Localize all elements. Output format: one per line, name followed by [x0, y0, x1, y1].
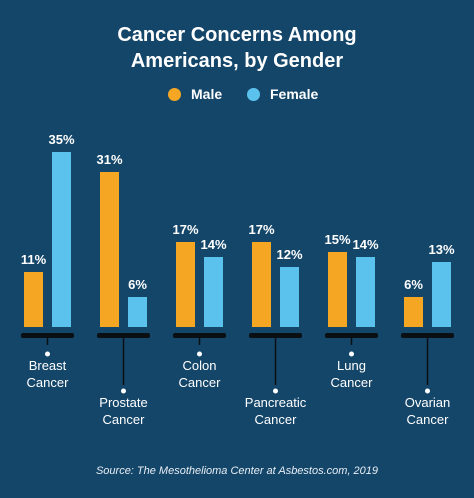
bar-male-ovarian-cancer — [404, 297, 423, 327]
bar-male-prostate-cancer — [100, 172, 119, 327]
data-label-female-breast-cancer: 35% — [48, 132, 74, 147]
category-label-colon-cancer-line-2: Cancer — [179, 375, 222, 390]
data-label-female-pancreatic-cancer: 12% — [276, 247, 302, 262]
data-label-female-colon-cancer: 14% — [200, 237, 226, 252]
bar-male-breast-cancer — [24, 272, 43, 327]
bar-female-breast-cancer — [52, 152, 71, 327]
dot-lung-cancer — [349, 351, 354, 357]
data-label-female-prostate-cancer: 6% — [128, 277, 147, 292]
data-label-male-breast-cancer: 11% — [21, 252, 47, 267]
bar-male-colon-cancer — [176, 242, 195, 327]
dot-ovarian-cancer — [425, 388, 430, 394]
bar-female-colon-cancer — [204, 257, 223, 327]
category-label-breast-cancer-line-1: Breast — [29, 358, 67, 373]
source-note: Source: The Mesothelioma Center at Asbes… — [95, 465, 379, 477]
data-label-male-pancreatic-cancer: 17% — [248, 222, 274, 237]
legend-label-female: Female — [270, 86, 319, 102]
bar-female-ovarian-cancer — [432, 262, 451, 327]
bar-female-prostate-cancer — [128, 297, 147, 327]
bar-female-lung-cancer — [356, 257, 375, 327]
baseline-breast-cancer — [21, 333, 74, 338]
baseline-colon-cancer — [173, 333, 226, 338]
legend-item-male: Male — [168, 86, 222, 102]
category-label-pancreatic-cancer-line-1: Pancreatic — [245, 395, 307, 410]
bar-female-pancreatic-cancer — [280, 267, 299, 327]
data-label-male-lung-cancer: 15% — [324, 232, 350, 247]
legend: Male Female — [0, 86, 474, 106]
dot-pancreatic-cancer — [273, 388, 278, 394]
dot-breast-cancer — [45, 351, 50, 357]
category-label-breast-cancer-line-2: Cancer — [27, 375, 70, 390]
chart-title-line-2: Americans, by Gender — [130, 50, 344, 72]
baseline-lung-cancer — [325, 333, 378, 338]
data-label-male-prostate-cancer: 31% — [96, 152, 122, 167]
baseline-prostate-cancer — [97, 333, 150, 338]
dot-prostate-cancer — [121, 388, 126, 394]
data-label-male-colon-cancer: 17% — [172, 222, 198, 237]
legend-label-male: Male — [191, 86, 223, 102]
data-label-female-lung-cancer: 14% — [352, 237, 378, 252]
bar-male-pancreatic-cancer — [252, 242, 271, 327]
legend-swatch-male — [168, 87, 181, 101]
category-label-pancreatic-cancer-line-2: Cancer — [255, 412, 298, 427]
category-label-lung-cancer-line-2: Cancer — [331, 375, 374, 390]
legend-swatch-female — [247, 87, 260, 101]
category-label-ovarian-cancer-line-2: Cancer — [407, 412, 450, 427]
bar-male-lung-cancer — [328, 252, 347, 327]
category-label-prostate-cancer-line-2: Cancer — [103, 412, 146, 427]
category-label-ovarian-cancer-line-1: Ovarian — [405, 395, 451, 410]
dot-colon-cancer — [197, 351, 202, 357]
category-label-lung-cancer-line-1: Lung — [337, 358, 366, 373]
baseline-ovarian-cancer — [401, 333, 454, 338]
data-label-female-ovarian-cancer: 13% — [428, 242, 454, 257]
chart-title-line-1: Cancer Concerns Among — [117, 24, 357, 46]
baseline-pancreatic-cancer — [249, 333, 302, 338]
category-label-prostate-cancer-line-1: Prostate — [99, 395, 147, 410]
legend-item-female: Female — [247, 86, 318, 102]
category-label-colon-cancer-line-1: Colon — [183, 358, 217, 373]
data-label-male-ovarian-cancer: 6% — [404, 277, 423, 292]
